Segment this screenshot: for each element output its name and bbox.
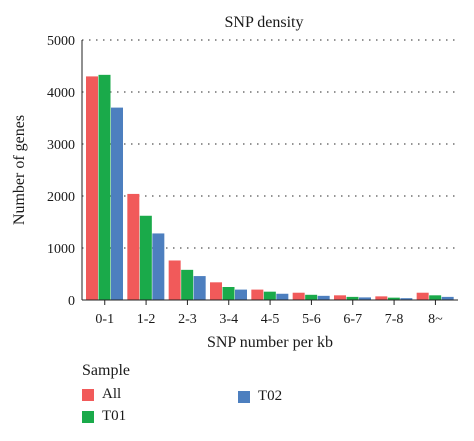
bar-t01-0-1 (98, 74, 111, 300)
legend-item-all: All (82, 386, 121, 403)
bar-all-7-8 (375, 296, 388, 300)
x-tick-label: 0-1 (95, 312, 114, 327)
bar-t02-7-8 (400, 298, 413, 300)
x-tick-label: 5-6 (302, 312, 321, 327)
bar-all-2-3 (168, 260, 181, 300)
legend-swatch-t02 (238, 390, 250, 403)
bar-t02-4-5 (276, 293, 289, 300)
bar-t01-4-5 (263, 291, 276, 300)
bar-all-1-2 (127, 193, 140, 300)
bar-t02-2-3 (193, 276, 206, 300)
bar-t01-8~ (429, 295, 442, 300)
bar-t02-8~ (441, 296, 454, 300)
x-tick-labels: 0-1 1-2 2-3 3-4 4-5 5-6 6-7 7-8 8~ (95, 300, 443, 327)
x-tick-label: 1-2 (137, 312, 156, 327)
x-tick-label: 4-5 (261, 312, 280, 327)
y-tick-labels: 0 1000 2000 3000 4000 5000 (47, 34, 75, 309)
bars (86, 74, 454, 301)
y-tick-label: 5000 (47, 34, 75, 49)
bar-all-6-7 (334, 295, 346, 300)
legend-label-all: All (102, 386, 122, 402)
y-tick-label: 0 (68, 294, 75, 309)
x-tick-label: 3-4 (219, 312, 238, 327)
bar-all-0-1 (86, 76, 98, 301)
x-tick-label: 7-8 (385, 312, 404, 327)
bar-t01-7-8 (387, 297, 400, 300)
bar-all-3-4 (210, 282, 222, 300)
bar-t01-3-4 (222, 287, 235, 300)
legend: Sample All T01 T02 (82, 362, 442, 432)
legend-swatch-t01 (82, 410, 94, 423)
y-axis-label: Number of genes (11, 115, 28, 225)
bar-t01-1-2 (139, 215, 152, 300)
legend-swatch-all (82, 388, 94, 401)
snp-density-chart: SNP density 0 1000 2000 3000 4000 5000 0-1 1-2… (11, 14, 458, 351)
bar-t02-5-6 (317, 295, 330, 300)
x-tick-label: 8~ (428, 312, 443, 327)
bar-t02-1-2 (152, 233, 165, 300)
legend-item-t01: T01 (82, 408, 126, 425)
y-tick-label: 3000 (47, 138, 75, 153)
bar-all-8~ (416, 292, 429, 300)
bar-t01-6-7 (346, 296, 359, 300)
chart-title: SNP density (225, 14, 304, 31)
bar-t02-3-4 (235, 289, 247, 300)
bar-all-5-6 (292, 292, 305, 300)
bar-t02-6-7 (359, 297, 371, 300)
x-tick-label: 2-3 (178, 312, 197, 327)
bar-t01-2-3 (181, 269, 194, 300)
legend-item-t02: T02 (238, 388, 282, 405)
legend-title: Sample (82, 362, 130, 379)
y-tick-label: 2000 (47, 190, 75, 205)
y-tick-label: 4000 (47, 86, 75, 101)
y-tick-label: 1000 (47, 242, 75, 257)
bar-all-4-5 (251, 289, 264, 300)
x-tick-label: 6-7 (343, 312, 362, 327)
bar-t01-5-6 (305, 294, 318, 300)
legend-label-t02: T02 (258, 388, 283, 404)
bar-t02-0-1 (111, 107, 123, 300)
legend-label-t01: T01 (102, 408, 127, 424)
x-axis-label: SNP number per kb (207, 334, 333, 351)
